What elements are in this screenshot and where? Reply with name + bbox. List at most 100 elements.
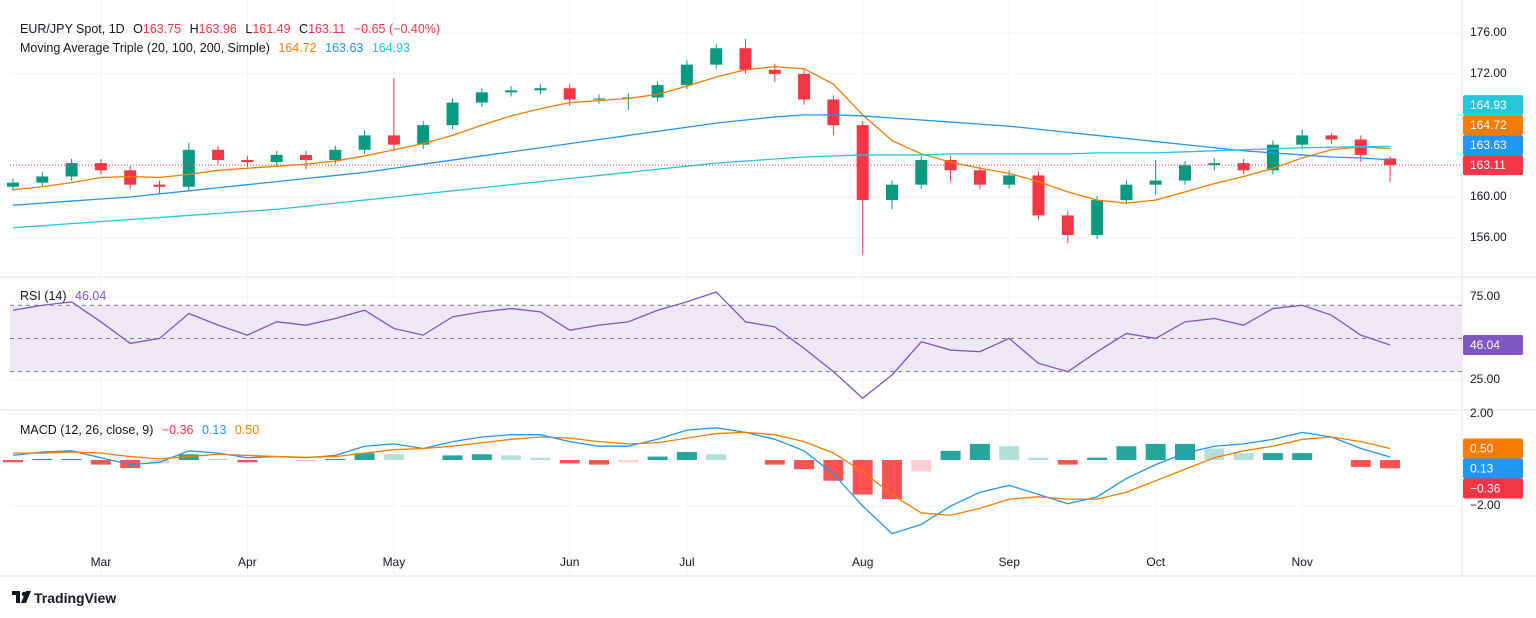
histogram-bar bbox=[1233, 453, 1254, 461]
y-tick-label: 160.00 bbox=[1470, 189, 1507, 203]
brand[interactable]: TradingView bbox=[12, 590, 116, 606]
histogram-bar bbox=[647, 456, 668, 461]
rsi-legend: RSI (14) 46.04 bbox=[20, 289, 111, 303]
candle-body bbox=[417, 125, 430, 145]
price-badge bbox=[1463, 115, 1523, 136]
price-badge bbox=[1463, 95, 1523, 116]
histogram-bar bbox=[1145, 443, 1166, 461]
histogram-bar bbox=[354, 453, 375, 461]
brand-logo bbox=[12, 591, 31, 603]
histogram-bar bbox=[383, 454, 404, 461]
candle-body bbox=[1384, 158, 1397, 166]
legend-value: 46.04 bbox=[75, 289, 107, 303]
histogram-bar bbox=[501, 455, 522, 461]
y-tick-label: 2.00 bbox=[1470, 406, 1494, 420]
legend-value: 0.13 bbox=[202, 423, 227, 437]
histogram-bar bbox=[1350, 460, 1371, 467]
candle-body bbox=[358, 135, 371, 150]
legend-value: 163.96 bbox=[198, 22, 237, 36]
histogram-bar bbox=[32, 458, 53, 461]
candle-body bbox=[886, 184, 898, 201]
legend-value: −0.36 bbox=[161, 423, 194, 437]
histogram-bar bbox=[442, 455, 463, 461]
histogram-bar bbox=[471, 454, 492, 461]
histogram-bar bbox=[676, 451, 697, 461]
x-tick-label: Jul bbox=[679, 555, 694, 569]
y-tick-label: 172.00 bbox=[1470, 66, 1507, 80]
histogram-bar bbox=[1262, 453, 1283, 461]
histogram-bar bbox=[1057, 460, 1078, 465]
candle-body bbox=[1325, 135, 1338, 140]
x-tick-label: Jun bbox=[560, 555, 579, 569]
macd-badge bbox=[1463, 478, 1523, 499]
price-badge-label: 164.93 bbox=[1470, 98, 1507, 112]
candle-body bbox=[944, 160, 957, 171]
candle-body bbox=[1091, 200, 1104, 235]
candle-body bbox=[94, 163, 107, 171]
legend-value: 164.93 bbox=[371, 41, 411, 55]
legend-value: 163.11 bbox=[308, 22, 346, 36]
candle-body bbox=[241, 160, 254, 163]
series-line bbox=[12, 145, 1391, 229]
candle-body bbox=[1208, 163, 1221, 166]
series-line bbox=[12, 114, 1391, 206]
series-line bbox=[12, 427, 1391, 535]
candle-body bbox=[827, 99, 840, 126]
candle-body bbox=[768, 69, 781, 74]
macd-badge bbox=[1463, 458, 1523, 479]
legend-title: MACD (12, 26, close, 9) bbox=[20, 423, 154, 437]
candle-body bbox=[563, 88, 576, 100]
candle-body bbox=[300, 154, 312, 161]
legend-value: 164.72 bbox=[278, 41, 317, 55]
macd-badge bbox=[1463, 438, 1523, 459]
histogram-bar bbox=[237, 460, 258, 463]
price-legend: EUR/JPY Spot, 1D O163.75 H163.96 L161.49… bbox=[20, 22, 445, 36]
histogram-bar bbox=[61, 458, 82, 461]
candle-body bbox=[856, 125, 869, 201]
candle-body bbox=[1061, 215, 1074, 235]
histogram-bar bbox=[794, 460, 815, 470]
y-tick-label: 156.00 bbox=[1470, 230, 1507, 244]
x-tick-label: Aug bbox=[852, 555, 873, 569]
candle-body bbox=[475, 92, 488, 103]
candle-body bbox=[270, 154, 283, 163]
candle-body bbox=[505, 90, 518, 93]
histogram-bar bbox=[882, 460, 902, 500]
candle-body bbox=[212, 149, 225, 161]
histogram-bar bbox=[530, 457, 551, 461]
candle-body bbox=[534, 88, 547, 91]
legend-title: EUR/JPY Spot, 1D bbox=[20, 22, 125, 36]
brand-name: TradingView bbox=[34, 590, 117, 606]
legend-change: −0.65 (−0.40%) bbox=[353, 22, 441, 36]
candle-body bbox=[1120, 184, 1133, 201]
histogram-bar bbox=[325, 458, 346, 461]
candle-body bbox=[680, 64, 693, 86]
x-tick-label: Mar bbox=[91, 555, 112, 569]
candle-body bbox=[124, 170, 137, 185]
histogram-bar bbox=[823, 460, 844, 481]
legend-letter: C bbox=[299, 22, 309, 36]
histogram-bar bbox=[90, 460, 111, 465]
ma-legend: Moving Average Triple (20, 100, 200, Sim… bbox=[20, 41, 415, 55]
series-line bbox=[12, 66, 1391, 204]
candle-body bbox=[153, 184, 166, 187]
histogram-bar bbox=[969, 443, 990, 461]
x-tick-label: Apr bbox=[238, 555, 257, 569]
x-tick-label: Oct bbox=[1146, 555, 1165, 569]
histogram-bar bbox=[1028, 457, 1049, 461]
series-line bbox=[13, 431, 1391, 516]
legend-title: Moving Average Triple (20, 100, 200, Sim… bbox=[20, 41, 270, 55]
candle-body bbox=[387, 135, 400, 145]
macd-badge-label: 0.13 bbox=[1470, 462, 1494, 476]
x-tick-label: May bbox=[383, 555, 406, 569]
candle-body bbox=[915, 160, 928, 185]
rsi-badge-label: 46.04 bbox=[1470, 338, 1500, 352]
candle-body bbox=[1149, 180, 1162, 185]
price-badge-label: 163.63 bbox=[1470, 138, 1507, 152]
macd-badge-label: −0.36 bbox=[1470, 482, 1501, 496]
legend-value: 161.49 bbox=[252, 22, 291, 36]
candle-body bbox=[36, 176, 49, 183]
series-line bbox=[12, 291, 1391, 400]
